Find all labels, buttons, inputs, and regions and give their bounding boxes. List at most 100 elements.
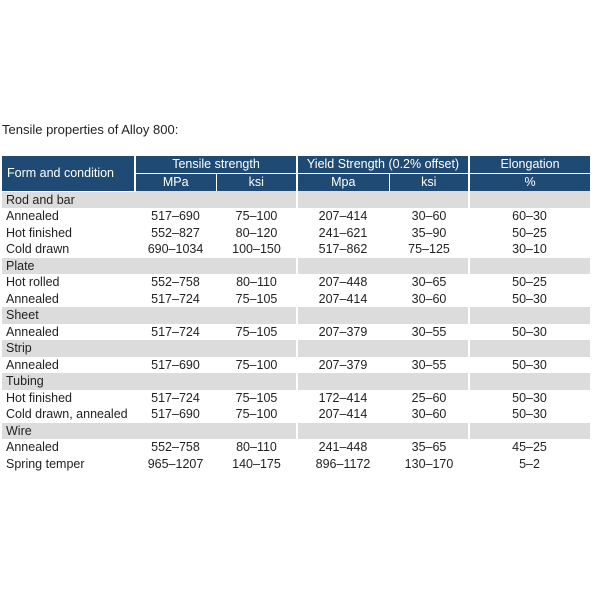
ys-mpa-cell: 207–414 [318,291,368,306]
group-row: Strip [2,340,591,357]
ts-mpa-cell: 517–724 [151,324,200,339]
ts-ksi-cell: 140–175 [232,456,281,471]
ys-ksi-cell: 35–65 [411,440,447,454]
ts-mpa-cell: 517–690 [151,407,200,421]
group-row: Rod and bar [2,191,591,208]
ys-mpa-cell: 207–379 [318,324,368,339]
condition-cell: Hot rolled [6,275,60,289]
table-row: Annealed 517–724 75–105 207–379 30–55 50… [2,324,590,341]
group-label: Wire [2,422,135,439]
group-row: Wire [2,422,591,439]
header-yield-strength: Yield Strength (0.2% offset) [297,156,471,174]
unit-ys-mpa: Mpa [297,173,390,191]
table-row: Cold drawn, annealed 517–690 75–100 207–… [2,406,590,423]
unit-ts-ksi: ksi [216,173,298,191]
group-label: Rod and bar [2,191,135,208]
group-label: Sheet [2,307,135,324]
table-row: Hot rolled 552–758 80–110 207–448 30–65 … [2,274,590,291]
condition-cell: Annealed [6,440,59,454]
condition-cell: Annealed [6,209,59,223]
ys-ksi-cell: 30–65 [411,275,447,289]
ys-ksi-cell: 130–170 [404,456,454,471]
ys-ksi-cell: 35–90 [411,225,447,240]
group-row: Sheet [2,307,591,324]
condition-cell: Cold drawn, annealed [6,407,128,421]
elongation-cell: 50–30 [512,407,547,421]
elongation-cell: 50–30 [512,291,547,306]
ys-ksi-cell: 25–60 [411,390,447,405]
header-form-and-condition: Form and condition [2,156,136,192]
ys-mpa-cell: 172–414 [318,390,368,405]
unit-ys-ksi: ksi [389,173,471,191]
ys-ksi-cell: 30–60 [411,291,447,306]
elongation-cell: 50–30 [512,324,547,339]
elongation-cell: 30–10 [512,242,547,256]
elongation-cell: 45–25 [512,440,547,454]
condition-cell: Hot finished [6,390,73,405]
ts-mpa-cell: 517–690 [151,357,200,372]
table-row: Annealed 552–758 80–110 241–448 35–65 45… [2,439,590,456]
ys-ksi-cell: 30–60 [411,407,447,421]
unit-ts-mpa: MPa [135,173,217,191]
table-row: Annealed 517–690 75–100 207–379 30–55 50… [2,357,590,374]
elongation-cell: 60–30 [512,209,547,223]
ts-ksi-cell: 80–120 [235,225,278,240]
header-row-main: Form and condition Tensile strength Yiel… [2,156,591,192]
tensile-properties-table: Form and condition Tensile strength Yiel… [2,156,591,473]
ts-mpa-cell: 517–690 [151,209,200,223]
elongation-cell: 50–25 [512,275,547,289]
elongation-cell: 50–30 [512,390,547,405]
condition-cell: Hot finished [6,225,73,240]
ts-ksi-cell: 100–150 [232,242,281,256]
ys-mpa-cell: 207–414 [318,209,368,223]
ts-mpa-cell: 552–827 [151,225,200,240]
ts-mpa-cell: 552–758 [151,440,200,454]
condition-cell: Annealed [6,324,59,339]
condition-cell: Cold drawn [6,242,70,256]
ts-ksi-cell: 75–105 [235,324,278,339]
table-row: Hot finished 517–724 75–105 172–414 25–6… [2,390,590,407]
ts-ksi-cell: 80–110 [236,275,277,289]
ts-mpa-cell: 965–1207 [147,456,204,471]
header-elongation: Elongation [469,156,591,174]
ys-mpa-cell: 896–1172 [315,456,371,471]
group-row: Tubing [2,373,591,390]
header-tensile-strength: Tensile strength [135,156,298,174]
ys-mpa-cell: 207–414 [318,407,368,421]
table-body: Rod and bar Annealed 517–690 75–100 207–… [2,191,591,473]
ts-ksi-cell: 75–105 [235,390,278,405]
group-label: Strip [2,340,135,357]
elongation-cell: 50–25 [512,225,547,240]
ys-mpa-cell: 207–379 [318,357,368,372]
ys-mpa-cell: 241–448 [318,440,368,454]
elongation-cell: 50–30 [512,357,547,372]
ts-ksi-cell: 75–105 [235,291,278,306]
unit-elongation: % [469,173,591,191]
ys-mpa-cell: 517–862 [318,242,368,256]
ts-mpa-cell: 690–1034 [147,242,204,256]
ys-mpa-cell: 207–448 [318,275,368,289]
ts-ksi-cell: 80–110 [236,440,277,454]
condition-cell: Spring temper [6,456,85,471]
ts-ksi-cell: 75–100 [235,357,278,372]
elongation-cell: 5–2 [519,456,540,471]
ts-mpa-cell: 517–724 [151,291,200,306]
group-label: Plate [2,257,135,274]
ys-mpa-cell: 241–621 [318,225,368,240]
table-row: Annealed 517–724 75–105 207–414 30–60 50… [2,291,590,308]
ts-ksi-cell: 75–100 [235,407,278,421]
table-caption: Tensile properties of Alloy 800: [2,122,179,137]
ts-mpa-cell: 552–758 [151,275,200,289]
table-header: Form and condition Tensile strength Yiel… [2,156,591,192]
table-row: Annealed 517–690 75–100 207–414 30–60 60… [2,208,590,225]
table-row: Spring temper 965–1207 140–175 896–1172 … [2,456,590,473]
ys-ksi-cell: 30–55 [411,357,447,372]
ys-ksi-cell: 30–55 [411,324,447,339]
table-row: Hot finished 552–827 80–120 241–621 35–9… [2,225,590,242]
ts-mpa-cell: 517–724 [151,390,200,405]
ys-ksi-cell: 75–125 [408,242,450,256]
ts-ksi-cell: 75–100 [235,209,278,223]
condition-cell: Annealed [6,357,59,372]
ys-ksi-cell: 30–60 [411,209,447,223]
group-label: Tubing [2,373,135,390]
